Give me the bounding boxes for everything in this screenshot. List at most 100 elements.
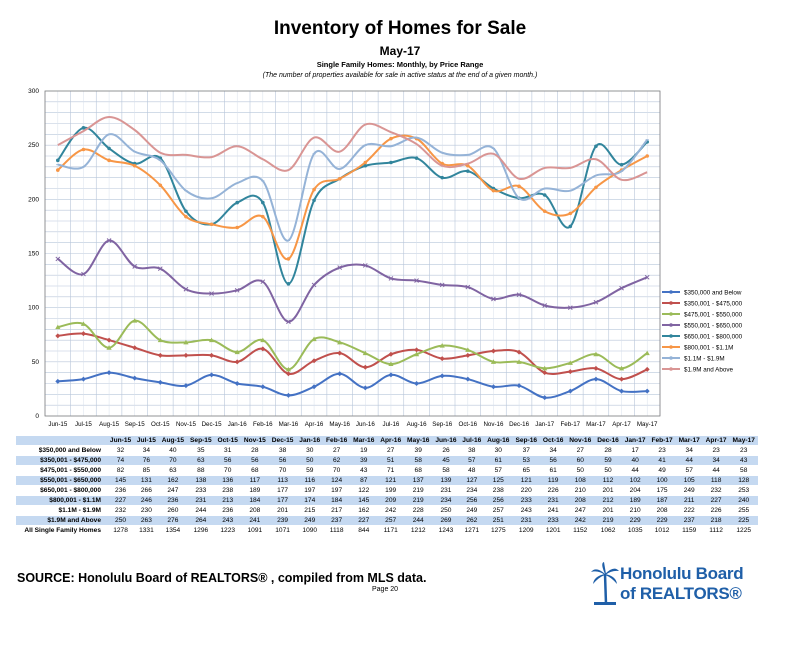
table-cell: 62: [323, 455, 351, 466]
table-cell: 1212: [404, 525, 433, 536]
table-cell: 1225: [729, 525, 758, 536]
data-point: [362, 364, 368, 370]
data-point: [644, 274, 650, 280]
data-point: [183, 352, 189, 358]
table-cell: 250: [432, 505, 460, 516]
table-cell: 209: [377, 495, 405, 506]
series-line: [57, 332, 648, 381]
x-tick-label: May-17: [637, 421, 658, 428]
data-point: [516, 359, 522, 364]
legend-label: $550,001 - $650,000: [684, 322, 743, 329]
table-cell: 249: [296, 515, 324, 526]
legend-marker: [669, 367, 673, 371]
data-point: [235, 200, 239, 205]
table-cell: 56: [214, 455, 241, 466]
data-point: [414, 381, 420, 386]
table-row: All Single Family Homes 1278 1331 1354 1296 1…: [16, 525, 758, 536]
legend-label: $1.1M - $1.9M: [684, 355, 725, 362]
data-point: [183, 286, 189, 292]
table-cell: 247: [566, 505, 595, 516]
data-point: [594, 175, 598, 176]
data-point: [645, 139, 649, 141]
chart-subtitle: Single Family Homes: Monthly, by Price R…: [316, 60, 484, 69]
table-cell: 57: [459, 455, 485, 466]
table-header-corner: [16, 436, 107, 446]
data-point: [81, 166, 86, 168]
table-column-header: Jul-15: [134, 436, 159, 446]
table-cell: 260: [158, 505, 188, 516]
table-cell: 38: [459, 445, 485, 456]
table-column-header: Oct-15: [214, 436, 241, 446]
data-point: [337, 371, 343, 377]
table-cell: 249: [675, 485, 703, 496]
table-cell: 184: [323, 495, 351, 506]
table-cell: 844: [350, 525, 378, 536]
table-cell: 43: [350, 465, 378, 476]
table-cell: 237: [675, 515, 703, 526]
data-point: [261, 214, 265, 219]
table-cell: 257: [484, 505, 513, 516]
y-tick-label: 250: [28, 142, 39, 149]
data-point: [235, 225, 239, 230]
data-point: [132, 318, 138, 323]
x-tick-label: Mar-16: [279, 421, 299, 428]
data-point: [312, 153, 316, 155]
table-cell: 44: [675, 455, 703, 466]
table-cell: 264: [187, 515, 215, 526]
data-point: [490, 384, 496, 390]
table-cell: 105: [675, 475, 703, 486]
table-cell: 30: [484, 445, 513, 456]
table-cell: 276: [158, 515, 188, 526]
x-tick-label: Mar-17: [586, 421, 606, 428]
table-cell: 232: [107, 505, 135, 516]
legend-label: $800,001 - $1.1M: [684, 344, 733, 351]
data-point: [55, 378, 61, 384]
data-point: [55, 324, 61, 330]
data-point: [157, 337, 163, 343]
table-cell: 219: [404, 495, 433, 506]
table-cell: 63: [187, 455, 215, 466]
data-point: [567, 388, 573, 394]
data-point: [208, 337, 215, 343]
x-tick-label: Sep-15: [125, 421, 146, 428]
table-cell: 50: [594, 465, 622, 476]
table-cell: 1354: [158, 525, 188, 536]
data-point: [209, 352, 215, 358]
data-point: [286, 257, 291, 261]
data-point: [209, 372, 215, 378]
data-point: [338, 168, 342, 170]
table-cell: 30: [296, 445, 324, 456]
data-point: [106, 238, 112, 243]
data-point: [106, 337, 112, 343]
table-column-header: Mar-16: [350, 436, 378, 446]
table-cell: 199: [377, 485, 405, 496]
data-point: [388, 361, 394, 366]
data-point: [516, 292, 522, 298]
data-point: [133, 151, 137, 153]
table-cell: 244: [187, 505, 215, 516]
legend-marker: [669, 345, 673, 349]
table-cell: 1331: [134, 525, 159, 536]
data-point: [157, 379, 163, 385]
table-cell: 227: [350, 515, 378, 526]
x-tick-label: Jan-16: [228, 421, 247, 428]
table-cell: 266: [134, 485, 159, 496]
data-point: [132, 264, 138, 269]
table-cell: 57: [675, 465, 703, 476]
data-point: [389, 160, 393, 165]
table-cell: 255: [729, 505, 758, 516]
table-column-header: Apr-16: [377, 436, 405, 446]
table-cell: 1271: [459, 525, 485, 536]
table-cell: 208: [566, 495, 595, 506]
table-cell: 210: [566, 485, 595, 496]
table-cell: 237: [323, 515, 351, 526]
table-row-label: $1.1M - $1.9M: [16, 505, 107, 516]
table-cell: 210: [621, 505, 649, 516]
data-point: [465, 347, 471, 352]
table-column-header: Nov-16: [566, 436, 595, 446]
table-cell: 177: [268, 485, 297, 496]
data-point: [413, 351, 420, 357]
table-cell: 238: [214, 485, 241, 496]
table-cell: 225: [729, 515, 758, 526]
data-point: [337, 350, 343, 356]
